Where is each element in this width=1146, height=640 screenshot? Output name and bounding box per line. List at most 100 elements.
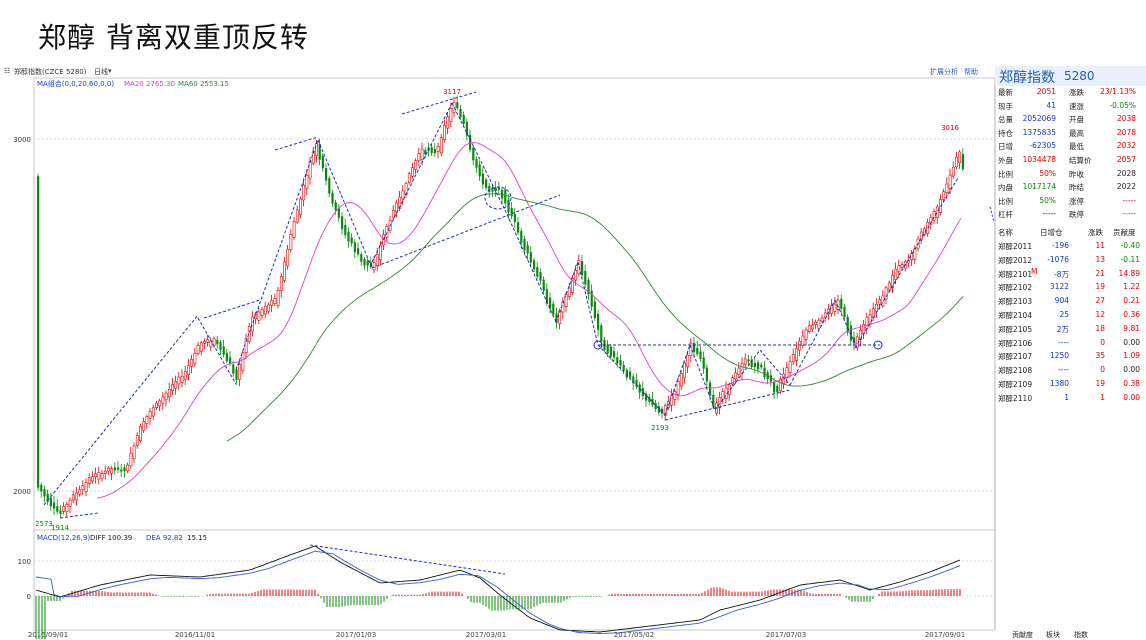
candle-up bbox=[247, 326, 251, 342]
trendline bbox=[274, 136, 319, 151]
candle-down bbox=[475, 158, 478, 168]
candle-down bbox=[56, 506, 59, 512]
candle-up bbox=[894, 268, 898, 280]
candle-up bbox=[436, 146, 440, 152]
quote-label: 最新 bbox=[998, 88, 1013, 97]
quote-label: 开盘 bbox=[1069, 115, 1084, 125]
trendline bbox=[197, 317, 237, 385]
candle-down bbox=[606, 344, 609, 354]
trendline bbox=[235, 139, 319, 371]
candle-up bbox=[100, 473, 104, 479]
candle-down bbox=[229, 357, 232, 364]
candle-down bbox=[328, 178, 331, 194]
candle-down bbox=[113, 467, 116, 471]
chart-toolbar: ☷ 郑醇指数(CZCE 5280) 日线 ▾ 扩展分析 帮助 bbox=[0, 66, 995, 78]
candle-down bbox=[232, 364, 235, 374]
contract-name: 郑醇2104 bbox=[998, 311, 1033, 320]
macd-legend-name: MACD(12,26,9) bbox=[37, 534, 90, 542]
quote-value: 2022 bbox=[1116, 182, 1136, 192]
candle-up bbox=[411, 167, 414, 177]
candle-up bbox=[379, 244, 382, 260]
ma60-line bbox=[226, 193, 964, 442]
bottom-tab[interactable]: 贡献度 bbox=[1012, 631, 1033, 639]
candle-up bbox=[177, 376, 181, 385]
quote-value: 2038 bbox=[1116, 114, 1136, 124]
macd-axis-label: 0 bbox=[27, 593, 31, 601]
contract-name: 郑醇2109 bbox=[998, 380, 1033, 389]
candle-up bbox=[196, 345, 200, 354]
candle-up bbox=[820, 317, 824, 322]
quote-label: 最高 bbox=[1069, 128, 1084, 138]
candle-up bbox=[721, 391, 725, 400]
bottom-tab[interactable]: 指数 bbox=[1074, 631, 1088, 639]
low-annotation: 2193 bbox=[651, 424, 669, 432]
trendline bbox=[759, 349, 791, 386]
candle-up bbox=[868, 314, 872, 324]
candle-down bbox=[520, 230, 523, 243]
quote-value: 2078 bbox=[1116, 127, 1136, 137]
candle-up bbox=[372, 262, 376, 271]
ma-legend-name: MA组合(0,0,20,60,0,0) bbox=[37, 79, 114, 88]
candle-up bbox=[151, 407, 155, 417]
contract-oi-change: 2万 bbox=[1056, 324, 1069, 334]
period-select[interactable]: 日线 bbox=[94, 68, 108, 76]
contract-name: 郑醇2106 bbox=[998, 338, 1033, 348]
instrument-label[interactable]: 郑醇指数(CZCE 5280) bbox=[14, 68, 87, 76]
candle-down bbox=[632, 376, 635, 384]
candle-up bbox=[804, 329, 808, 340]
candle-up bbox=[107, 467, 110, 472]
trendline bbox=[597, 344, 666, 416]
candle-up bbox=[798, 340, 802, 351]
candle-up bbox=[71, 494, 75, 501]
bottom-tab[interactable]: 板块 bbox=[1046, 631, 1060, 639]
candle-up bbox=[948, 174, 952, 189]
contract-change: 18 bbox=[1095, 323, 1105, 333]
candle-down bbox=[846, 316, 849, 333]
candle-down bbox=[590, 290, 593, 307]
candle-up bbox=[279, 276, 283, 291]
quote-value: ----- bbox=[1122, 195, 1136, 205]
trendline bbox=[371, 194, 561, 269]
candle-up bbox=[155, 402, 158, 408]
candle-down bbox=[430, 147, 433, 154]
contract-contribution: 1.09 bbox=[1123, 351, 1140, 361]
candle-up bbox=[167, 389, 171, 398]
candle-up bbox=[183, 371, 187, 380]
contract-oi-change: -8万 bbox=[1054, 269, 1069, 279]
quote-label: 外盘 bbox=[998, 156, 1013, 165]
candle-down bbox=[353, 242, 356, 253]
candle-up bbox=[305, 174, 309, 189]
candle-down bbox=[59, 510, 62, 515]
chevron-down-icon[interactable]: ▾ bbox=[108, 67, 112, 75]
candle-down bbox=[699, 351, 702, 360]
candle-up bbox=[65, 503, 69, 512]
help-button[interactable]: 帮助 bbox=[964, 68, 978, 76]
candle-down bbox=[334, 202, 337, 211]
candle-up bbox=[449, 108, 453, 122]
candle-down bbox=[581, 261, 584, 276]
candle-down bbox=[504, 189, 507, 204]
quote-value: 2052069 bbox=[1022, 114, 1056, 124]
candle-up bbox=[414, 160, 418, 170]
extend-analysis-button[interactable]: 扩展分析 bbox=[930, 68, 958, 76]
highlight-circle bbox=[484, 186, 512, 210]
macd-axis-label: 100 bbox=[18, 558, 31, 566]
date-axis-label: 2017/07/03 bbox=[766, 631, 806, 639]
candle-down bbox=[494, 187, 497, 192]
contract-oi-change: 1380 bbox=[1049, 379, 1069, 388]
contract-oi-change: 1250 bbox=[1049, 351, 1069, 361]
candle-down bbox=[635, 379, 638, 387]
candle-up bbox=[891, 274, 894, 288]
quote-value: 2028 bbox=[1116, 168, 1136, 178]
candle-up bbox=[91, 476, 94, 482]
candle-down bbox=[702, 357, 705, 369]
candle-down bbox=[840, 298, 843, 309]
trendline bbox=[371, 102, 453, 263]
contract-change: 27 bbox=[1095, 296, 1105, 306]
candle-down bbox=[536, 267, 539, 277]
candle-up bbox=[103, 470, 107, 475]
quote-label: 最低 bbox=[1069, 142, 1084, 152]
price-axis-label: 3000 bbox=[13, 136, 31, 144]
chart-menu-icon[interactable]: ☷ bbox=[4, 67, 11, 75]
